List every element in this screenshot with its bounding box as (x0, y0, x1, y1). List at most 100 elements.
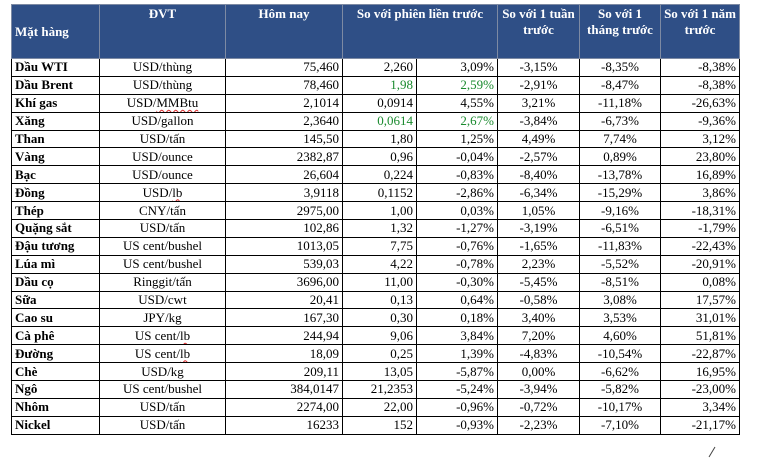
today-price: 75,460 (225, 58, 343, 77)
change-value: 0,0614 (342, 111, 417, 131)
change-percent: -5,24% (416, 380, 498, 399)
change-percent: -0,93% (416, 415, 498, 435)
table-row: Bạc USD/ounce 26,604 0,224 -0,83% -8,40% -13,7… (11, 165, 740, 185)
month-change: -10,54% (579, 344, 661, 364)
change-value: 0,30 (342, 308, 417, 328)
today-price: 2382,87 (225, 147, 343, 167)
unit-cell: US cent/bushel (99, 254, 226, 274)
unit-cell: US cent/lb (99, 326, 226, 346)
year-change: 16,89% (660, 165, 740, 185)
commodity-name: Chè (11, 362, 100, 382)
header-nam: So với 1 năm trước (660, 4, 740, 59)
unit-cell: USD/gallon (99, 111, 226, 131)
week-change: -0,72% (497, 397, 580, 417)
year-change: -8,38% (660, 58, 740, 77)
month-change: 4,60% (579, 326, 661, 346)
change-value: 0,25 (342, 344, 417, 364)
month-change: -13,78% (579, 165, 661, 185)
table-body: Dầu WTI USD/thùng 75,460 2,260 3,09% -3,15% -8… (11, 58, 740, 435)
unit-cell: US cent/bushel (99, 236, 226, 256)
today-price: 26,604 (225, 165, 343, 185)
today-price: 102,86 (225, 219, 343, 238)
change-value: 0,96 (342, 147, 417, 167)
month-change: -5,82% (579, 380, 661, 399)
change-value: 7,75 (342, 236, 417, 256)
week-change: 7,20% (497, 326, 580, 346)
table-row: Nhôm USD/tấn 2274,00 22,00 -0,96% -0,72% -10,1… (11, 397, 740, 417)
commodity-name: Xăng (11, 111, 100, 131)
month-change: -15,29% (579, 183, 661, 203)
today-price: 209,11 (225, 362, 343, 382)
commodity-name: Thép (11, 201, 100, 221)
year-change: -18,31% (660, 201, 740, 221)
commodity-name: Đậu tương (11, 236, 100, 256)
today-price: 16233 (225, 415, 343, 435)
commodity-name: Ngô (11, 380, 100, 399)
header-hom-nay: Hôm nay (225, 4, 343, 59)
year-change: -9,36% (660, 111, 740, 131)
today-price: 3,9118 (225, 183, 343, 203)
header-row: Mặt hàng ĐVT Hôm nay So với phiên liền t… (11, 4, 740, 59)
commodity-name: Lúa mì (11, 254, 100, 274)
year-change: 31,01% (660, 308, 740, 328)
today-price: 384,0147 (225, 380, 343, 399)
month-change: 7,74% (579, 129, 661, 149)
header-phien-truoc: So với phiên liền trước (342, 4, 498, 59)
week-change: -8,40% (497, 165, 580, 185)
table-row: Dầu cọ Ringgit/tấn 3696,00 11,00 -0,30% -5,45… (11, 272, 740, 292)
year-change: 3,86% (660, 183, 740, 203)
unit-cell: US cent/bushel (99, 380, 226, 399)
header-dvt: ĐVT (99, 4, 226, 59)
unit-cell: Ringgit/tấn (99, 272, 226, 292)
change-percent: -0,04% (416, 147, 498, 167)
table-row: Đường US cent/lb 18,09 0,25 1,39% -4,83% -10,5… (11, 344, 740, 364)
unit-cell: USD/MMBtu (99, 93, 226, 113)
change-percent: -0,78% (416, 254, 498, 274)
today-price: 1013,05 (225, 236, 343, 256)
month-change: 3,08% (579, 290, 661, 310)
month-change: -6,62% (579, 362, 661, 382)
week-change: -3,15% (497, 58, 580, 77)
change-value: 9,06 (342, 326, 417, 346)
week-change: 2,23% (497, 254, 580, 274)
change-percent: 0,64% (416, 290, 498, 310)
today-price: 244,94 (225, 326, 343, 346)
unit-cell: USD/ounce (99, 147, 226, 167)
change-percent: -0,30% (416, 272, 498, 292)
commodity-name: Đồng (11, 183, 100, 203)
week-change: -0,58% (497, 290, 580, 310)
month-change: -9,16% (579, 201, 661, 221)
change-value: 21,2353 (342, 380, 417, 399)
week-change: -2,91% (497, 75, 580, 95)
month-change: -5,52% (579, 254, 661, 274)
week-change: 4,49% (497, 129, 580, 149)
change-percent: -1,27% (416, 219, 498, 238)
change-value: 13,05 (342, 362, 417, 382)
change-percent: -0,76% (416, 236, 498, 256)
unit-cell: USD/thùng (99, 58, 226, 77)
table-row: Vàng USD/ounce 2382,87 0,96 -0,04% -2,57% 0,89… (11, 147, 740, 167)
change-percent: 0,03% (416, 201, 498, 221)
week-change: -3,84% (497, 111, 580, 131)
change-value: 152 (342, 415, 417, 435)
week-change: -6,34% (497, 183, 580, 203)
year-change: 3,12% (660, 129, 740, 149)
month-change: -11,18% (579, 93, 661, 113)
change-percent: 0,18% (416, 308, 498, 328)
unit-cell: USD/cwt (99, 290, 226, 310)
today-price: 20,41 (225, 290, 343, 310)
today-price: 2274,00 (225, 397, 343, 417)
unit-cell: USD/tấn (99, 219, 226, 238)
year-change: 17,57% (660, 290, 740, 310)
month-change: -6,73% (579, 111, 661, 131)
change-percent: 1,39% (416, 344, 498, 364)
year-change: -23,00% (660, 380, 740, 399)
month-change: -8,35% (579, 58, 661, 77)
unit-cell: USD/tấn (99, 415, 226, 435)
commodity-name: Bạc (11, 165, 100, 185)
commodity-name: Nickel (11, 415, 100, 435)
unit-cell: USD/ounce (99, 165, 226, 185)
commodity-name: Cà phê (11, 326, 100, 346)
week-change: -2,57% (497, 147, 580, 167)
year-change: -8,38% (660, 75, 740, 95)
